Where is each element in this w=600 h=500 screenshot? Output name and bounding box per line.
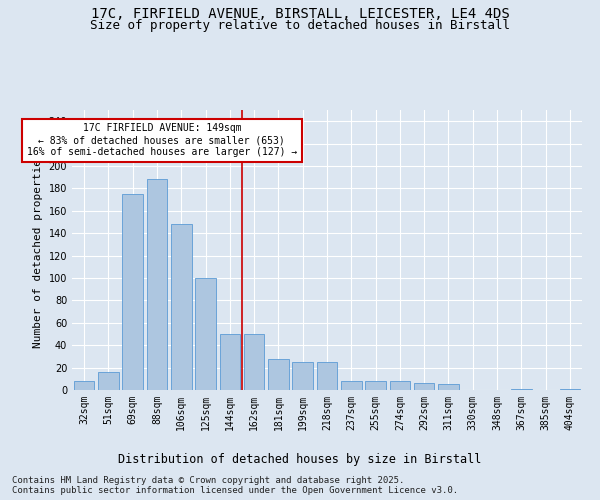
Text: Contains HM Land Registry data © Crown copyright and database right 2025.
Contai: Contains HM Land Registry data © Crown c… xyxy=(12,476,458,495)
Bar xyxy=(122,194,143,390)
Text: Size of property relative to detached houses in Birstall: Size of property relative to detached ho… xyxy=(90,19,510,32)
Bar xyxy=(317,362,337,390)
Bar xyxy=(171,224,191,390)
Bar xyxy=(244,334,265,390)
Bar xyxy=(511,389,532,390)
Bar xyxy=(365,381,386,390)
Text: 17C FIRFIELD AVENUE: 149sqm
← 83% of detached houses are smaller (653)
16% of se: 17C FIRFIELD AVENUE: 149sqm ← 83% of det… xyxy=(27,124,297,156)
Bar xyxy=(268,358,289,390)
Bar xyxy=(146,180,167,390)
Text: 17C, FIRFIELD AVENUE, BIRSTALL, LEICESTER, LE4 4DS: 17C, FIRFIELD AVENUE, BIRSTALL, LEICESTE… xyxy=(91,8,509,22)
Bar xyxy=(414,384,434,390)
Bar xyxy=(341,381,362,390)
Bar xyxy=(195,278,216,390)
Y-axis label: Number of detached properties: Number of detached properties xyxy=(33,152,43,348)
Text: Distribution of detached houses by size in Birstall: Distribution of detached houses by size … xyxy=(118,452,482,466)
Bar xyxy=(98,372,119,390)
Bar xyxy=(438,384,459,390)
Bar xyxy=(292,362,313,390)
Bar xyxy=(220,334,240,390)
Bar xyxy=(74,381,94,390)
Bar xyxy=(560,389,580,390)
Bar xyxy=(389,381,410,390)
